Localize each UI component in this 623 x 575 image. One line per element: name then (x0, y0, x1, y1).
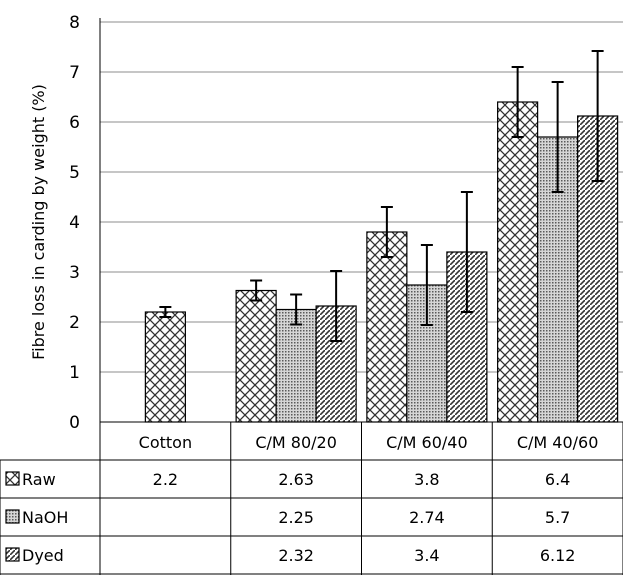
legend-key-raw (5, 471, 20, 486)
data-label: 6.12 (540, 546, 576, 565)
bar-raw-0 (144, 311, 186, 423)
y-axis: 0 1 2 3 4 5 6 7 8 (69, 13, 101, 433)
data-label: 2.32 (278, 546, 314, 565)
x-tick-label: C/M 40/60 (517, 433, 599, 452)
data-label: 2.2 (153, 470, 178, 489)
data-label: 3.8 (414, 470, 439, 489)
y-tick-label: 4 (69, 213, 80, 233)
bar-raw-3 (497, 101, 539, 423)
bar-raw-1 (235, 289, 277, 423)
y-tick-label: 6 (69, 113, 80, 133)
y-tick-label: 8 (69, 13, 80, 33)
data-label: 2.74 (409, 508, 445, 527)
legend-key-naoh (5, 509, 20, 524)
data-label: 2.63 (278, 470, 314, 489)
legend-label: NaOH (22, 508, 68, 527)
bars (144, 101, 619, 423)
y-tick-label: 1 (69, 363, 80, 383)
y-tick-label: 0 (69, 413, 80, 433)
legend-label: Dyed (22, 546, 64, 565)
error-bars (159, 50, 604, 342)
x-tick-label: Cotton (139, 433, 192, 452)
y-tick-label: 5 (69, 163, 80, 183)
y-tick-label: 7 (69, 63, 80, 83)
legend-label: Raw (22, 470, 56, 489)
data-label: 5.7 (545, 508, 570, 527)
bar-naoh-1 (275, 308, 317, 423)
y-axis-label: Fibre loss in carding by weight (%) (29, 84, 48, 360)
gridlines (100, 21, 623, 423)
y-tick-label: 2 (69, 313, 80, 333)
x-tick-label: C/M 60/40 (386, 433, 468, 452)
bar-raw-2 (366, 231, 408, 423)
data-label: 2.25 (278, 508, 314, 527)
data-label: 3.4 (414, 546, 439, 565)
legend-key-dyed (5, 547, 20, 562)
x-tick-label: C/M 80/20 (255, 433, 337, 452)
data-table: Cotton C/M 80/20 C/M 60/40 C/M 40/60 Raw 2.2 2… (0, 18, 623, 575)
y-tick-label: 3 (69, 263, 80, 283)
data-label: 6.4 (545, 470, 570, 489)
